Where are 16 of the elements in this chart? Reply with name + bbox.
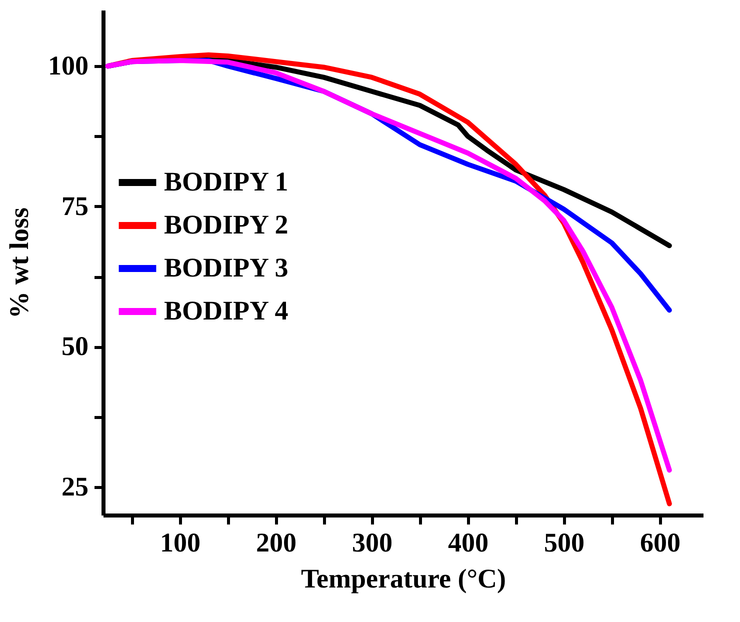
x-tick-label: 100 [160, 528, 201, 558]
x-tick-label: 400 [448, 528, 489, 558]
y-tick-label: 100 [48, 50, 88, 81]
legend-label: BODIPY 4 [164, 296, 288, 326]
x-tick-label: 200 [256, 528, 297, 558]
legend-label: BODIPY 3 [164, 252, 288, 282]
x-axis-title: Temperature (°C) [300, 564, 506, 594]
legend-label: BODIPY 2 [164, 210, 288, 240]
x-tick-label: 500 [544, 528, 585, 558]
x-tick-label: 300 [352, 528, 393, 558]
y-tick-label: 25 [62, 471, 88, 502]
y-tick-label: 75 [62, 190, 88, 221]
x-tick-label: 600 [640, 528, 681, 558]
y-tick-label: 50 [62, 331, 88, 362]
legend-label: BODIPY 1 [164, 166, 288, 196]
y-axis-title: % wt loss [4, 207, 34, 319]
